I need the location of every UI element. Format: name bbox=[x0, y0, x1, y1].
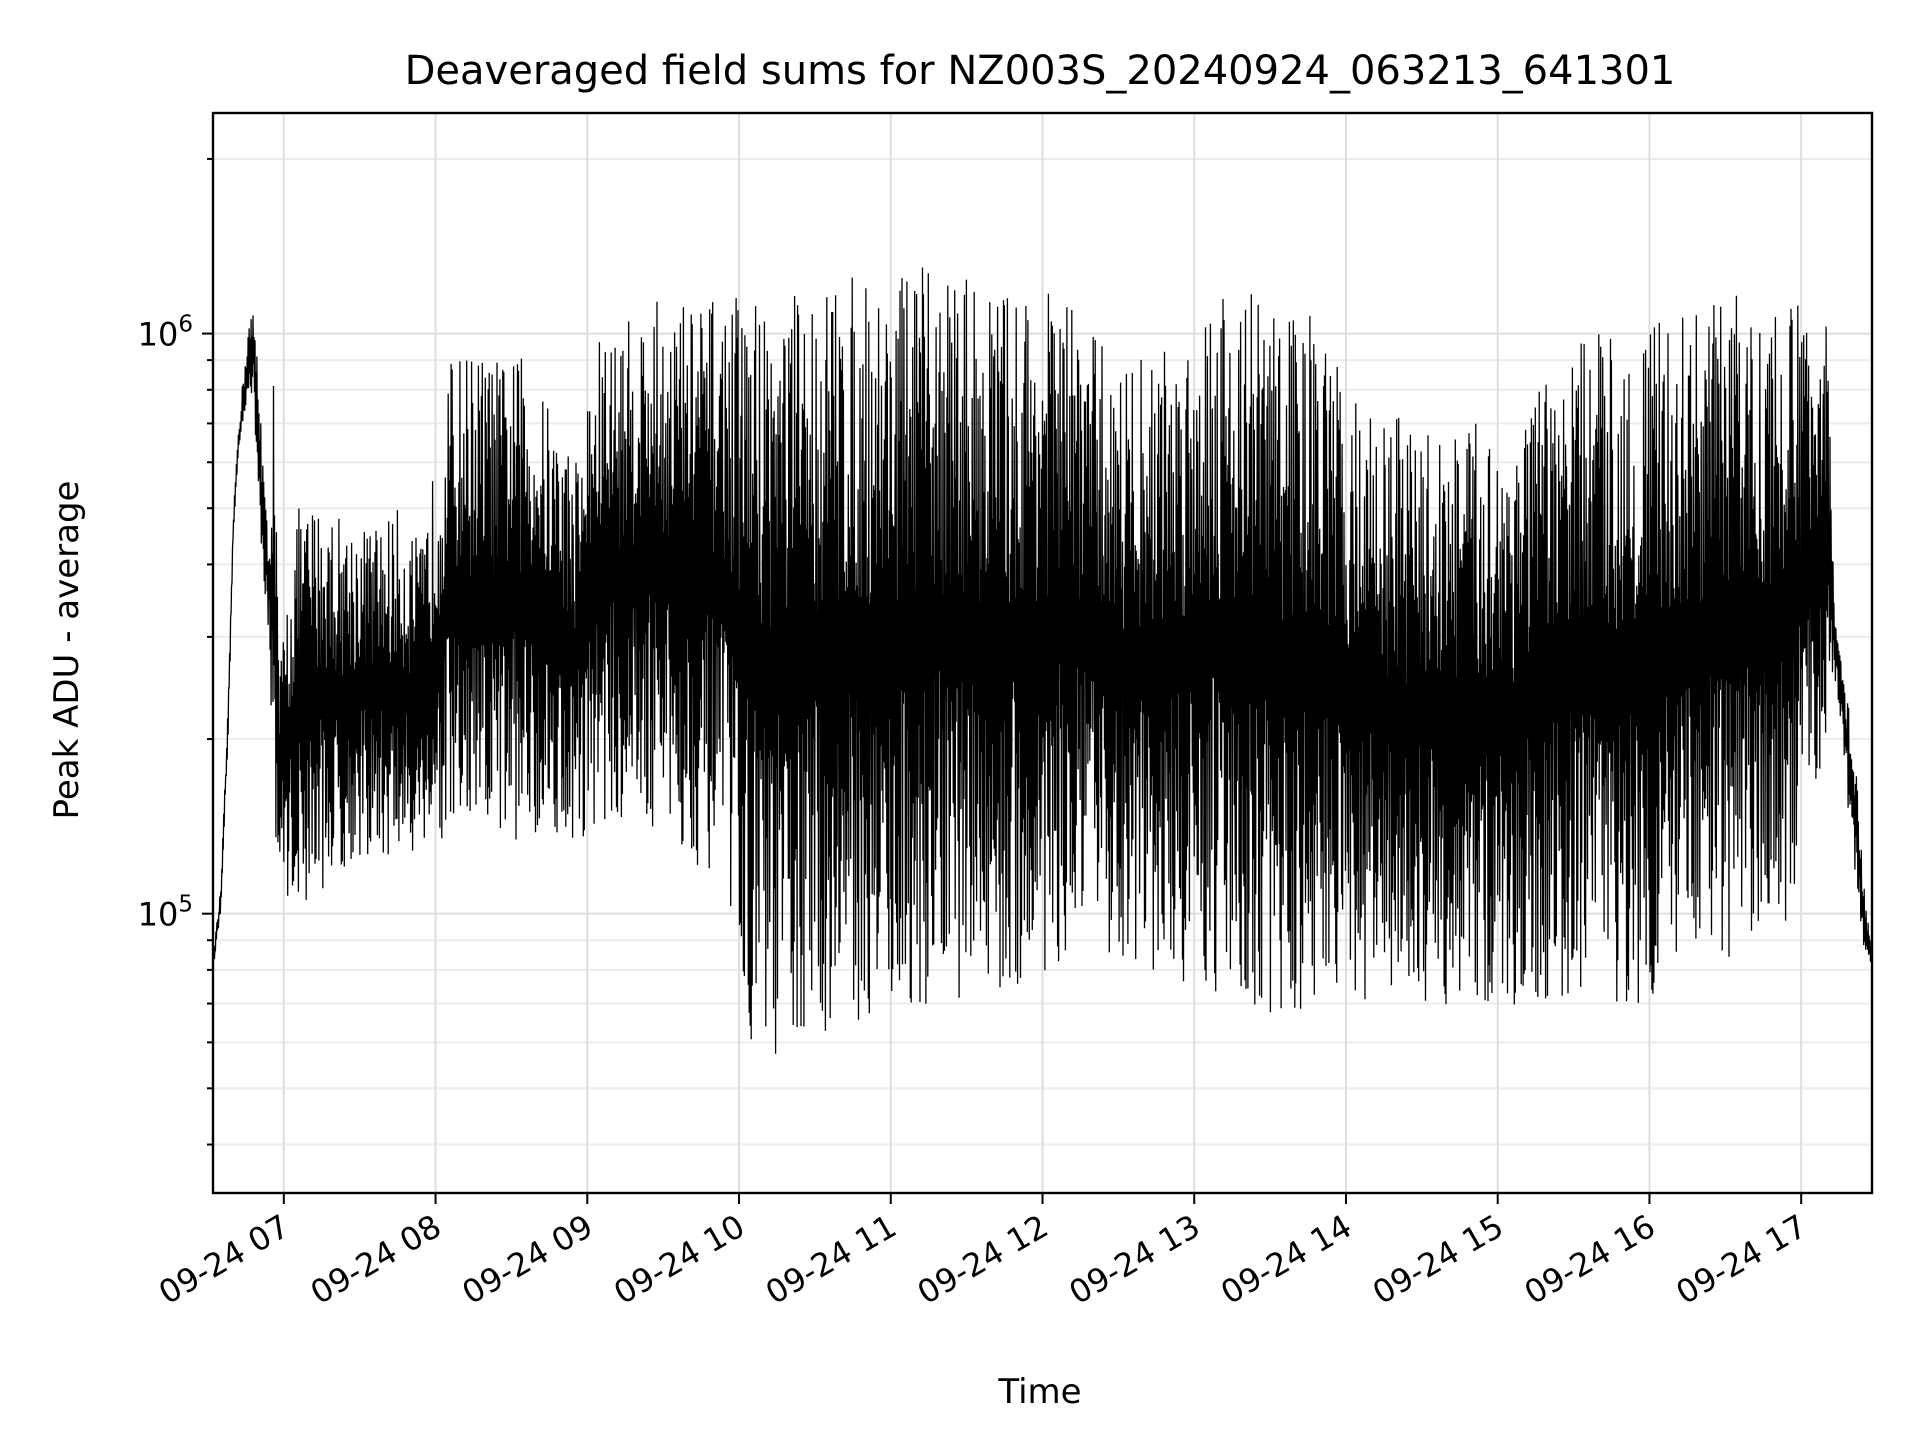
x-axis-label: Time bbox=[997, 1372, 1081, 1412]
x-tick-label: 09-24 13 bbox=[1063, 1207, 1207, 1312]
x-tick-label: 09-24 16 bbox=[1518, 1207, 1662, 1312]
y-tick-label-exponent: 5 bbox=[178, 892, 193, 918]
y-tick-label-base: 10 bbox=[138, 316, 179, 354]
y-tick-label-base: 10 bbox=[138, 896, 179, 934]
x-tick-label: 09-24 11 bbox=[759, 1207, 903, 1312]
y-tick-label: 105 bbox=[138, 892, 193, 934]
x-tick-label: 09-24 07 bbox=[152, 1207, 296, 1312]
y-tick-label-exponent: 6 bbox=[178, 312, 193, 338]
x-tick-label: 09-24 10 bbox=[607, 1207, 751, 1312]
y-tick-label: 106 bbox=[138, 312, 193, 354]
x-tick-label: 09-24 08 bbox=[304, 1207, 448, 1312]
x-tick-label: 09-24 12 bbox=[911, 1207, 1055, 1312]
series-layer bbox=[212, 267, 1873, 1054]
chart-title: Deaveraged field sums for NZ003S_2024092… bbox=[405, 48, 1676, 94]
x-tick-label: 09-24 09 bbox=[456, 1207, 600, 1312]
x-tick-label: 09-24 17 bbox=[1670, 1207, 1814, 1312]
x-tick-label: 09-24 14 bbox=[1214, 1207, 1358, 1312]
series-line-0 bbox=[212, 267, 1873, 1054]
y-axis-label: Peak ADU - average bbox=[47, 481, 87, 820]
x-tick-label: 09-24 15 bbox=[1366, 1207, 1510, 1312]
